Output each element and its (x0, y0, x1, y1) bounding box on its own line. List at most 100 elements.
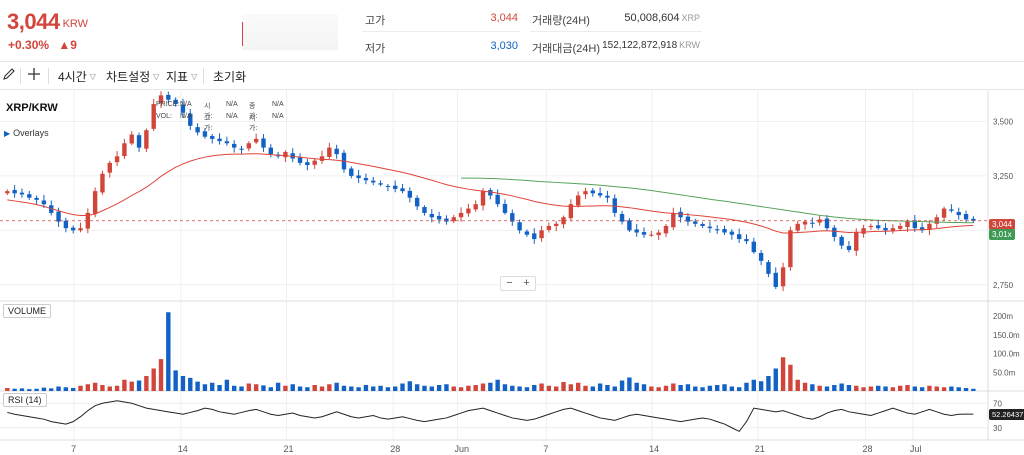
volume-tick-label: 150.0m (993, 331, 1020, 340)
volume-bar (356, 387, 361, 391)
chevron-down-icon: ▽ (89, 72, 96, 81)
candle (502, 203, 508, 213)
candle (414, 197, 420, 207)
volume-bar (63, 387, 69, 391)
volume-bar (393, 386, 398, 391)
volume-bar (239, 386, 244, 391)
ticker-panel: 3,044 KRW +0.30% ▲9 고가 3,044 저가 3,030 거래량… (0, 0, 1024, 62)
volume-bar (751, 379, 757, 391)
ma-long-line (461, 177, 974, 224)
x-tick-label: 21 (755, 444, 765, 454)
candle (363, 178, 369, 181)
mini-price-chart (242, 14, 338, 50)
volume-bar (619, 380, 625, 391)
candle (283, 151, 288, 158)
candle (319, 156, 325, 161)
pencil-icon[interactable] (2, 67, 16, 81)
candle (144, 130, 149, 149)
volume-bar (480, 383, 486, 391)
candle (758, 252, 764, 261)
legend-high-value: N/A (226, 113, 238, 120)
candle (788, 230, 793, 268)
volume-bar (100, 385, 105, 391)
overlays-toggle[interactable]: ▶ Overlays (4, 128, 49, 138)
candle (715, 229, 720, 231)
volume-bar (122, 379, 127, 391)
candle (195, 127, 200, 133)
volume-bar (85, 384, 91, 391)
volume-bar (758, 381, 764, 391)
volume-bar (70, 388, 76, 391)
candle (590, 190, 595, 194)
volume-bar (605, 385, 610, 391)
candle (554, 223, 559, 226)
volume-bar (722, 384, 727, 391)
zoom-in-button[interactable]: + (523, 277, 530, 289)
price-chart-svg[interactable]: 7142128Jun7142128Jul2,7503,0003,2503,500… (0, 91, 1024, 455)
volume-pane-label: VOLUME (3, 304, 52, 318)
zoom-out-button[interactable]: − (506, 277, 513, 289)
volume-bar (663, 385, 669, 391)
x-tick-label: Jul (910, 444, 922, 454)
interval-dropdown[interactable]: 4시간 ▽ (58, 68, 96, 85)
rsi-line (7, 400, 974, 433)
volume-bar (934, 386, 939, 391)
volume-bar (883, 386, 888, 391)
volume-bar (627, 377, 632, 391)
volume-bar (422, 385, 427, 391)
volume-24h-label: 거래량(24H) (532, 15, 590, 27)
candle (349, 168, 354, 176)
volume-bar (495, 379, 500, 391)
volume-bar (363, 385, 369, 391)
legend-vol-label: VOL: (156, 113, 172, 120)
candle (963, 214, 969, 220)
chart-area[interactable]: 7142128Jun7142128Jul2,7503,0003,2503,500… (0, 91, 1024, 455)
candle (868, 225, 874, 228)
volume-bar (905, 385, 910, 391)
candle (173, 99, 178, 105)
candle (378, 183, 383, 185)
candle (546, 225, 552, 230)
legend-vol-value: N/A (180, 113, 192, 120)
reset-button[interactable]: 초기화 (213, 68, 246, 85)
volume-bar (12, 388, 17, 391)
candle (663, 225, 669, 234)
candle (532, 233, 537, 240)
candle (627, 220, 632, 231)
candle (883, 227, 888, 231)
volume-bar (231, 385, 237, 391)
legend-open-value: N/A (226, 101, 238, 108)
volume-bar (524, 387, 530, 391)
volume-bar (224, 379, 230, 391)
candle (305, 162, 310, 166)
volume-bar (868, 386, 874, 391)
candle (107, 162, 112, 173)
volume-bar (561, 382, 566, 391)
volume-bar (466, 385, 471, 391)
volume-bar (612, 386, 617, 391)
candle (27, 194, 32, 198)
volume-tick-label: 200m (993, 312, 1013, 321)
candle (956, 212, 961, 216)
candle (34, 197, 39, 200)
volume-bar (136, 380, 142, 391)
candle (356, 175, 361, 179)
volume-bar (56, 386, 61, 391)
candle (634, 229, 639, 233)
volume-bar (444, 384, 449, 391)
indicator-dropdown[interactable]: 지표 ▽ (166, 68, 197, 85)
chevron-down-icon: ▽ (153, 72, 160, 81)
candle (92, 191, 98, 214)
volume-bar (766, 376, 771, 391)
candle (458, 212, 464, 218)
chart-settings-dropdown[interactable]: 차트설정 ▽ (106, 68, 159, 85)
volume-bar (956, 387, 961, 391)
volume-bar (656, 387, 661, 391)
legend-price-value: N/A (180, 101, 192, 108)
candle (422, 207, 427, 213)
legend-close-label: 종가: (249, 103, 258, 120)
ma-value-badge: 3,01x (989, 229, 1015, 240)
candle (371, 180, 376, 183)
crosshair-icon[interactable] (27, 67, 41, 81)
candle (70, 227, 76, 231)
